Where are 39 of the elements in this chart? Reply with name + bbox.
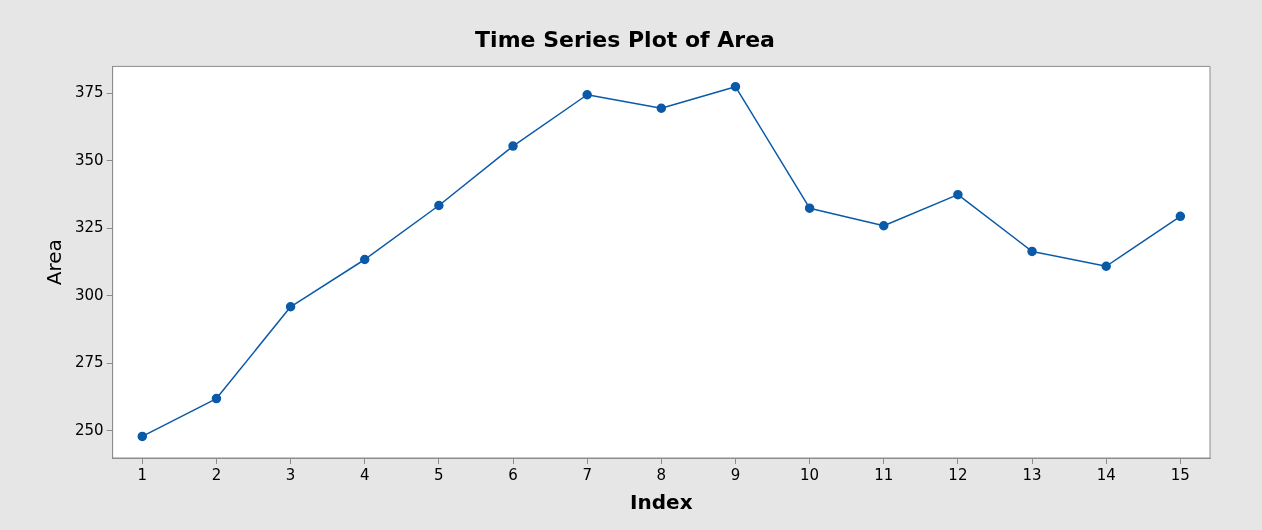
y-tick-label: 325 <box>74 218 104 237</box>
point <box>804 203 815 213</box>
point <box>434 200 444 211</box>
x-tick-label: 6 <box>508 465 518 484</box>
point <box>879 220 889 231</box>
y-tick-label: 350 <box>74 150 104 169</box>
x-tick-label: 13 <box>1022 465 1042 484</box>
x-tick-label: 2 <box>211 465 222 484</box>
point <box>730 81 741 92</box>
point <box>582 90 592 100</box>
y-tick-label: 250 <box>74 420 104 439</box>
y-tick-label: 275 <box>74 353 104 372</box>
x-tick-label: 4 <box>359 465 370 484</box>
point <box>1027 246 1037 257</box>
x-tick-label: 11 <box>874 465 894 484</box>
point <box>211 393 222 404</box>
x-tick-label: 14 <box>1096 465 1116 484</box>
chart-title: Time Series Plot of Area <box>475 26 775 52</box>
point <box>137 431 148 442</box>
point <box>285 302 296 312</box>
x-axis-title: Index <box>630 490 693 515</box>
point <box>656 103 667 114</box>
y-tick-label: 375 <box>74 83 104 102</box>
x-tick-label: 15 <box>1170 465 1190 484</box>
point <box>359 254 370 265</box>
x-tick-label: 9 <box>730 465 741 484</box>
point <box>1175 211 1186 222</box>
y-axis-title: Area <box>42 239 67 286</box>
y-tick-label: 300 <box>74 285 104 304</box>
x-tick-label: 12 <box>948 465 968 484</box>
point <box>1101 261 1111 271</box>
x-tick-label: 3 <box>285 465 296 484</box>
point <box>953 189 963 200</box>
x-tick-label: 5 <box>434 465 444 484</box>
x-tick-label: 8 <box>656 465 667 484</box>
x-tick-label: 1 <box>137 465 148 484</box>
x-tick-label: 7 <box>582 465 592 484</box>
x-tick-label: 10 <box>800 465 820 484</box>
point <box>508 141 518 151</box>
